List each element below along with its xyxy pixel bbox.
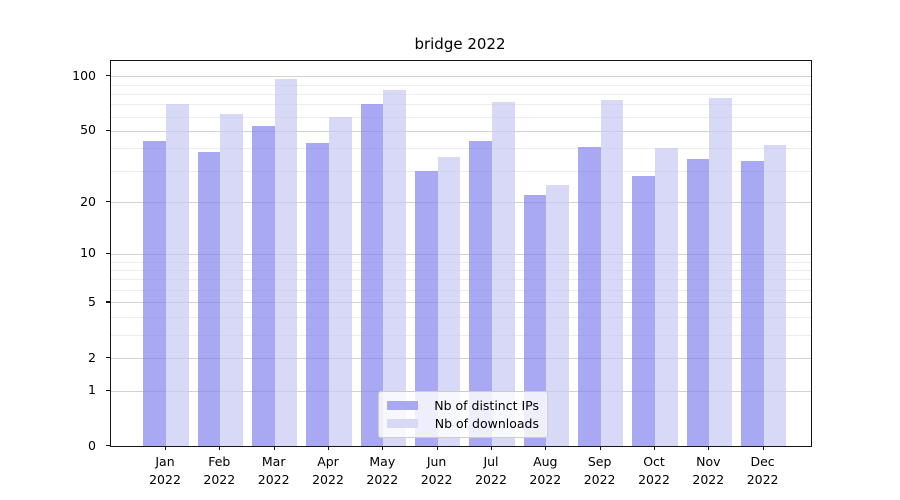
bar-nb-of-distinct-ips-jul	[469, 140, 492, 446]
x-tick-label-sep: Sep 2022	[583, 454, 616, 487]
y-tick-label-5: 5	[88, 293, 96, 309]
bars	[111, 61, 811, 446]
y-tick-mark-1	[106, 389, 110, 391]
y-tick-mark-50	[106, 129, 110, 132]
y-tick-label-100: 100	[72, 67, 96, 83]
gridline-y-3	[111, 334, 811, 336]
bar-nb-of-distinct-ips-sep	[578, 146, 601, 446]
gridline-y-5	[111, 302, 811, 304]
y-tick-label-10: 10	[80, 245, 96, 261]
x-tick-label-dec: Dec 2022	[746, 454, 779, 487]
legend-item-downloads: Nb of downloads	[387, 416, 539, 431]
x-tick-mark-feb	[219, 446, 221, 450]
bar-nb-of-distinct-ips-feb	[197, 152, 221, 446]
x-axis: Jan 2022 Feb 2022 Mar 2022 Apr 2022 May 2022…	[110, 445, 810, 500]
gridline-y-90	[111, 84, 811, 86]
x-tick-mark-aug	[545, 446, 547, 450]
x-tick-mark-dec	[762, 446, 764, 450]
bar-nb-of-distinct-ips-nov	[686, 158, 710, 446]
x-tick-label-mar: Mar 2022	[257, 454, 290, 487]
y-tick-label-2: 2	[88, 349, 96, 365]
gridline-y-80	[111, 93, 811, 95]
plot-area	[110, 60, 812, 447]
y-axis: 100 50 20 10 5 2 1 0	[0, 60, 110, 453]
x-tick-label-oct: Oct 2022	[638, 454, 670, 487]
bar-nb-of-distinct-ips-apr	[306, 142, 329, 446]
x-tick-mark-oct	[654, 446, 656, 450]
gridline-y-60	[111, 116, 811, 118]
bar-nb-of-downloads-nov	[709, 97, 732, 446]
x-tick-mark-sep	[599, 446, 601, 450]
gridline-y-10	[111, 253, 811, 255]
bar-nb-of-downloads-apr	[329, 116, 352, 446]
bar-nb-of-downloads-mar	[274, 79, 298, 446]
gridline-y-70	[111, 104, 811, 106]
x-tick-label-feb: Feb 2022	[203, 454, 236, 487]
gridline-y-50	[111, 130, 811, 132]
bar-nb-of-downloads-jul	[492, 102, 515, 446]
legend-swatch-downloads	[387, 419, 418, 428]
bar-nb-of-downloads-jan	[166, 104, 189, 446]
bar-nb-of-distinct-ips-may	[360, 104, 384, 446]
x-tick-label-jun: Jun 2022	[420, 454, 453, 487]
y-tick-mark-0	[106, 445, 110, 447]
x-tick-label-jan: Jan 2022	[149, 454, 181, 487]
x-tick-label-nov: Nov 2022	[692, 454, 725, 487]
x-tick-mark-jan	[165, 446, 167, 450]
gridline-y-2	[111, 358, 811, 359]
gridline-y-40	[111, 148, 811, 150]
y-tick-mark-100	[106, 75, 110, 77]
bar-nb-of-downloads-sep	[600, 100, 624, 446]
gridline-y-4	[111, 317, 811, 318]
y-tick-mark-2	[106, 357, 110, 359]
bar-nb-of-downloads-may	[383, 90, 406, 446]
chart-title: bridge 2022	[414, 35, 506, 53]
legend-label-distinct-ips: Nb of distinct IPs	[434, 398, 539, 413]
gridline-y-100	[111, 76, 811, 78]
y-tick-label-20: 20	[80, 193, 96, 209]
gridline-y-8	[111, 269, 811, 271]
y-tick-mark-10	[106, 252, 110, 254]
x-tick-label-aug: Aug 2022	[529, 454, 562, 487]
x-tick-label-may: May 2022	[366, 454, 399, 487]
x-tick-label-jul: Jul 2022	[475, 454, 507, 487]
bar-nb-of-downloads-aug	[546, 184, 569, 446]
y-tick-label-1: 1	[88, 382, 96, 397]
gridline-y-30	[111, 170, 811, 172]
y-tick-mark-20	[106, 201, 110, 203]
bar-nb-of-downloads-jun	[437, 156, 461, 446]
y-tick-mark-5	[106, 301, 110, 303]
legend-label-downloads: Nb of downloads	[434, 416, 539, 431]
gridline-y-9	[111, 261, 811, 263]
bar-nb-of-distinct-ips-oct	[632, 176, 655, 446]
gridline-y-20	[111, 202, 811, 203]
gridline-y-6	[111, 290, 811, 292]
bar-nb-of-distinct-ips-dec	[741, 161, 764, 446]
bar-nb-of-downloads-feb	[220, 114, 243, 446]
x-tick-label-apr: Apr 2022	[312, 454, 344, 487]
gridline-y-7	[111, 279, 811, 281]
y-tick-label-0: 0	[88, 437, 96, 453]
legend-item-distinct-ips: Nb of distinct IPs	[387, 398, 539, 413]
x-tick-mark-may	[382, 446, 384, 450]
bar-nb-of-distinct-ips-mar	[252, 126, 275, 446]
bar-nb-of-downloads-oct	[655, 148, 678, 446]
x-tick-mark-jun	[436, 446, 438, 450]
legend-swatch-distinct-ips	[387, 401, 418, 410]
x-tick-mark-jul	[491, 446, 493, 450]
bar-nb-of-downloads-dec	[763, 144, 787, 446]
bar-nb-of-distinct-ips-jan	[143, 140, 166, 446]
bar-nb-of-distinct-ips-jun	[415, 170, 438, 446]
bar-nb-of-distinct-ips-aug	[523, 194, 547, 446]
legend: Nb of distinct IPs Nb of downloads	[378, 391, 548, 438]
x-tick-mark-nov	[708, 446, 710, 450]
x-tick-mark-mar	[273, 446, 275, 450]
x-tick-mark-apr	[328, 446, 330, 450]
y-tick-label-50: 50	[80, 122, 96, 138]
